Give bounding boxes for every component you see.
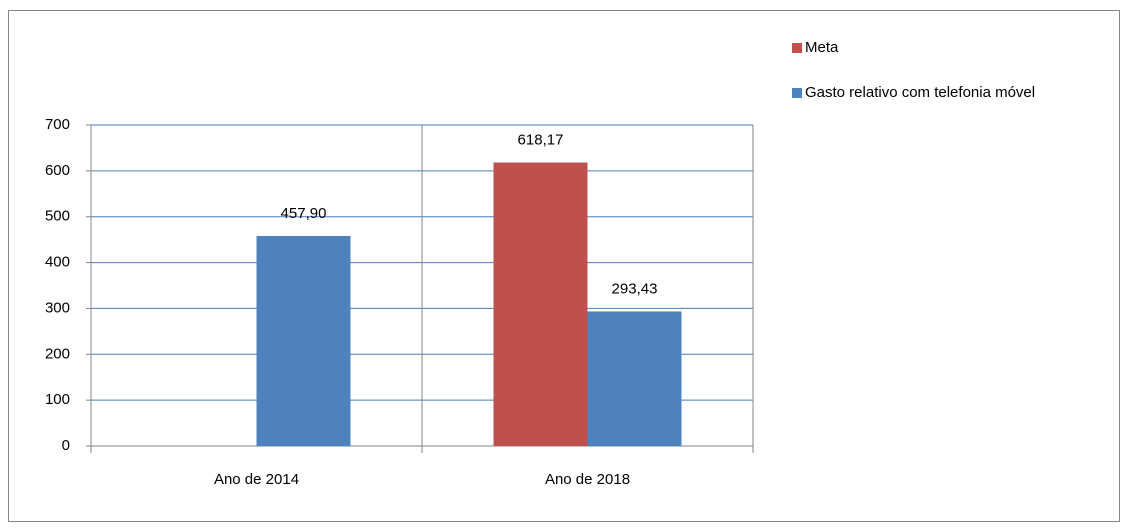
y-tick-label: 500 (45, 208, 70, 225)
data-label: 457,90 (281, 205, 327, 222)
data-label: 293,43 (612, 280, 658, 297)
x-tick-label: Ano de 2014 (214, 471, 299, 488)
bar (256, 236, 351, 446)
y-tick-label: 0 (62, 437, 70, 454)
y-tick-label: 600 (45, 162, 70, 179)
y-tick-label: 400 (45, 254, 70, 271)
y-tick-label: 300 (45, 299, 70, 316)
bar (493, 162, 588, 446)
legend-swatch (792, 43, 802, 53)
x-tick-label: Ano de 2018 (545, 471, 630, 488)
y-tick-label: 100 (45, 391, 70, 408)
legend-label: Meta (805, 39, 839, 56)
bar (587, 311, 682, 446)
y-tick-label: 200 (45, 345, 70, 362)
data-label: 618,17 (518, 131, 564, 148)
legend-label: Gasto relativo com telefonia móvel (805, 84, 1035, 101)
y-tick-label: 700 (45, 116, 70, 133)
legend-swatch (792, 88, 802, 98)
